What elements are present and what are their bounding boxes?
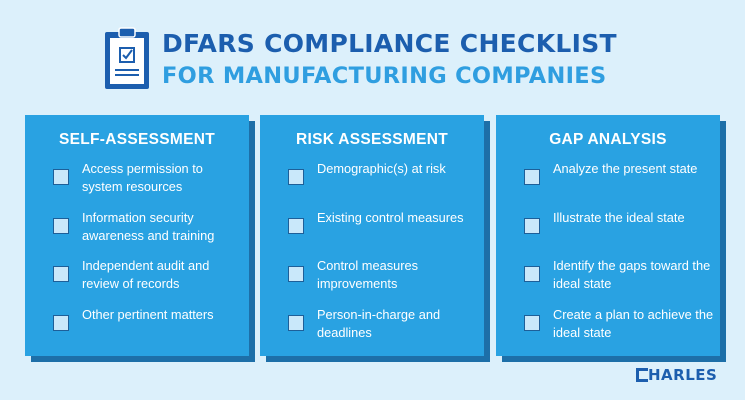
panel-risk-assessment: RISK ASSESSMENT Demographic(s) at risk E… bbox=[260, 115, 484, 356]
checklist-item: Information security awareness and train… bbox=[53, 209, 245, 247]
checklist-item: Demographic(s) at risk bbox=[288, 160, 480, 198]
checklist-item-label: Analyze the present state bbox=[553, 161, 698, 176]
page-subtitle: FOR MANUFACTURING COMPANIES bbox=[162, 63, 607, 89]
checklist-item: Other pertinent matters bbox=[53, 306, 245, 344]
checklist-item-label: Demographic(s) at risk bbox=[317, 161, 446, 176]
panel-gap-analysis: GAP ANALYSIS Analyze the present state I… bbox=[496, 115, 720, 356]
checkbox[interactable] bbox=[53, 169, 69, 185]
checklist-item: Illustrate the ideal state bbox=[524, 209, 716, 247]
checklist-item: Identify the gaps toward the ideal state bbox=[524, 257, 716, 295]
checkbox[interactable] bbox=[288, 218, 304, 234]
checkbox[interactable] bbox=[524, 169, 540, 185]
panel-self-assessment: SELF-ASSESSMENT Access permission to sys… bbox=[25, 115, 249, 356]
checkbox[interactable] bbox=[53, 266, 69, 282]
checklist-item-label: Create a plan to achieve the ideal state bbox=[553, 307, 714, 340]
checklist-item-label: Existing control measures bbox=[317, 210, 464, 225]
brand-logo: HARLES bbox=[636, 366, 724, 386]
clipboard-check-icon bbox=[105, 27, 149, 89]
checklist-item-label: Independent audit and review of records bbox=[82, 258, 210, 291]
checklist-item-label: Information security awareness and train… bbox=[82, 210, 215, 243]
checkbox[interactable] bbox=[524, 218, 540, 234]
panel-title: GAP ANALYSIS bbox=[549, 131, 667, 148]
checklist-item-label: Identify the gaps toward the ideal state bbox=[553, 258, 711, 291]
checkbox[interactable] bbox=[288, 169, 304, 185]
header: DFARS COMPLIANCE CHECKLIST FOR MANUFACTU… bbox=[104, 26, 664, 96]
logo-wordmark: HARLES bbox=[648, 366, 718, 384]
checklist-item: Independent audit and review of records bbox=[53, 257, 245, 295]
checklist-item-label: Control measures improvements bbox=[317, 258, 418, 291]
checklist-item: Existing control measures bbox=[288, 209, 480, 247]
checklist-item: Analyze the present state bbox=[524, 160, 716, 198]
checklist-item: Create a plan to achieve the ideal state bbox=[524, 306, 716, 344]
checklist-item-label: Access permission to system resources bbox=[82, 161, 203, 194]
checklist-item: Control measures improvements bbox=[288, 257, 480, 295]
panel-title: RISK ASSESSMENT bbox=[295, 131, 449, 148]
checklist-item-label: Other pertinent matters bbox=[82, 307, 214, 322]
checklist-item: Person-in-charge and deadlines bbox=[288, 306, 480, 344]
checklist-item-label: Person-in-charge and deadlines bbox=[317, 307, 441, 340]
checklist-item-label: Illustrate the ideal state bbox=[553, 210, 685, 225]
checkbox[interactable] bbox=[288, 266, 304, 282]
checklist-item: Access permission to system resources bbox=[53, 160, 245, 198]
logo-mark-icon bbox=[636, 368, 648, 382]
checkbox[interactable] bbox=[288, 315, 304, 331]
page-title: DFARS COMPLIANCE CHECKLIST bbox=[162, 29, 617, 58]
checkbox[interactable] bbox=[53, 218, 69, 234]
checkbox[interactable] bbox=[524, 266, 540, 282]
panel-title: SELF-ASSESSMENT bbox=[58, 131, 216, 148]
checkbox[interactable] bbox=[53, 315, 69, 331]
checkbox[interactable] bbox=[524, 315, 540, 331]
